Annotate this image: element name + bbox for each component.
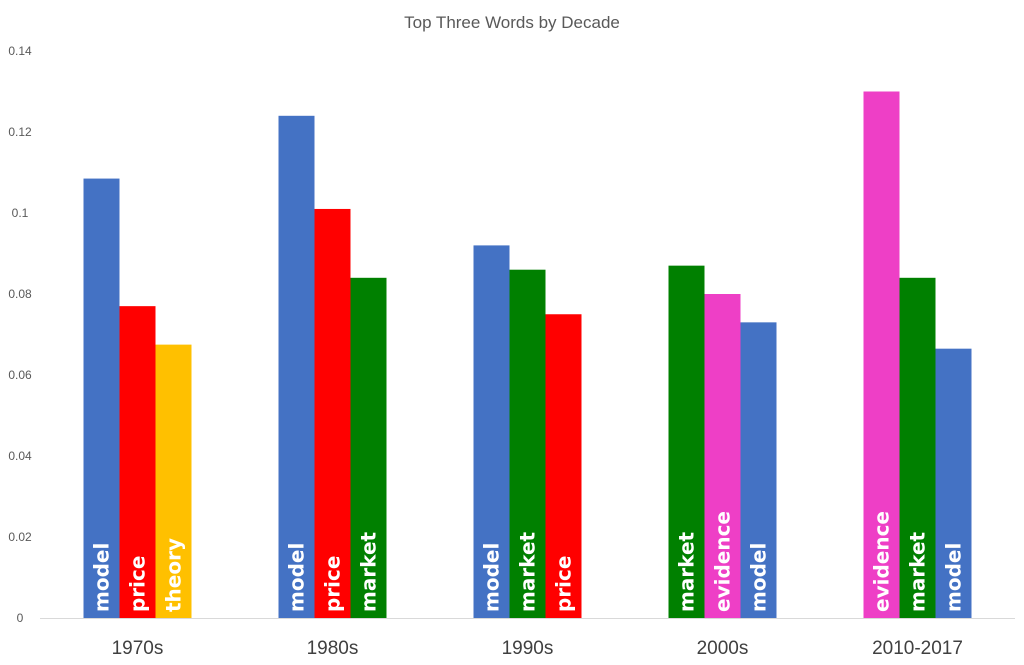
y-tick-label: 0.14 xyxy=(8,44,32,58)
bar-label: market xyxy=(516,531,540,612)
x-tick-label: 2010-2017 xyxy=(872,638,963,659)
bar-1990s-market xyxy=(509,269,546,618)
bar-label: market xyxy=(906,531,930,612)
chart-title: Top Three Words by Decade xyxy=(404,13,620,32)
y-tick-label: 0.08 xyxy=(8,287,32,301)
bar-label: evidence xyxy=(870,511,894,612)
x-tick-label: 1980s xyxy=(307,638,359,659)
y-tick-label: 0.04 xyxy=(8,449,32,463)
bar-label: market xyxy=(675,531,699,612)
bar-labels: model price theory model price market model mar… xyxy=(90,511,966,612)
bar-label: price xyxy=(126,556,150,612)
y-tick-label: 0.02 xyxy=(8,530,32,544)
bar-1970s-model xyxy=(83,178,120,618)
bar-2010-2017-market xyxy=(899,277,936,618)
bar-label: model xyxy=(285,543,309,612)
x-tick-label: 2000s xyxy=(697,638,749,659)
y-tick-label: 0 xyxy=(17,611,24,625)
x-tick-label: 1990s xyxy=(502,638,554,659)
bar-label: theory xyxy=(162,538,186,612)
bar-2010-2017-model xyxy=(935,348,972,618)
x-tick-label: 1970s xyxy=(112,638,164,659)
bar-label: price xyxy=(321,556,345,612)
bar-2010-2017-evidence xyxy=(863,91,900,618)
y-tick-label: 0.12 xyxy=(8,125,32,139)
bar-label: market xyxy=(357,531,381,612)
y-axis: 0 0.02 0.04 0.06 0.08 0.1 0.12 0.14 xyxy=(8,44,32,625)
bar-1980s-model xyxy=(278,115,315,619)
bars xyxy=(83,91,972,619)
bar-1970s-theory xyxy=(155,344,192,618)
x-axis: 1970s 1980s 1990s 2000s 2010-2017 xyxy=(112,638,963,659)
y-tick-label: 0.1 xyxy=(12,206,29,220)
bar-label: model xyxy=(942,543,966,612)
bar-2000s-market xyxy=(668,265,705,618)
bar-1990s-price xyxy=(545,314,582,618)
bar-1970s-price xyxy=(119,306,156,618)
bar-1980s-market xyxy=(350,277,387,618)
bar-label: price xyxy=(552,556,576,612)
bar-label: model xyxy=(480,543,504,612)
bar-2000s-evidence xyxy=(704,294,741,618)
bar-label: model xyxy=(747,543,771,612)
bar-label: evidence xyxy=(711,511,735,612)
y-tick-label: 0.06 xyxy=(8,368,32,382)
bar-1990s-model xyxy=(473,245,510,618)
bar-2000s-model xyxy=(740,322,777,618)
bar-1980s-price xyxy=(314,208,351,618)
bar-label: model xyxy=(90,543,114,612)
